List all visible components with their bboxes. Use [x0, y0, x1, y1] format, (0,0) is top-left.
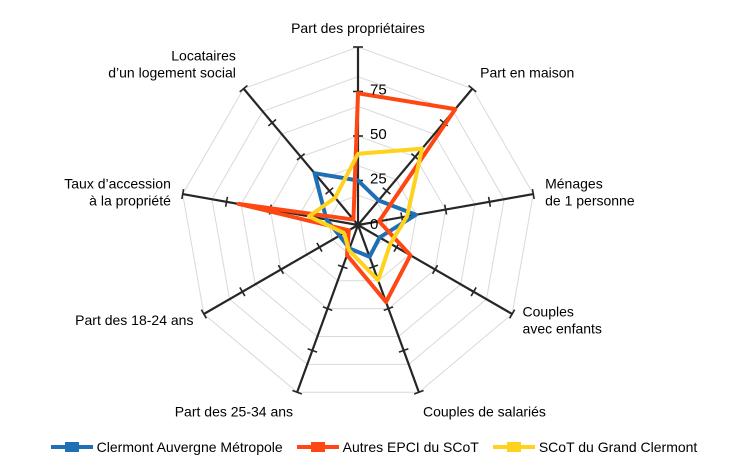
axis-tick	[322, 306, 333, 312]
series-line-0	[312, 171, 418, 259]
axis-tick	[325, 187, 334, 195]
axis-tick	[292, 389, 303, 395]
axis-label: Part en maison	[480, 64, 574, 80]
grid-ring	[182, 46, 534, 393]
grid-ring	[211, 76, 505, 365]
axis-tick	[239, 84, 248, 93]
radar-tick-labels: 0 25 50 75	[370, 82, 387, 234]
axis-tick	[224, 196, 229, 207]
axis-label: Couples de salariés	[423, 404, 546, 420]
axis-label: Locataires d’un logement social	[108, 47, 236, 80]
legend-label: Clermont Auvergne Métropole	[96, 439, 283, 455]
series-line-2	[306, 146, 425, 283]
axis-tick	[398, 347, 409, 353]
axis-tick	[443, 204, 448, 215]
legend-swatch	[296, 440, 339, 454]
axis-tick	[470, 287, 477, 297]
axis-label: Ménages de 1 personne	[545, 176, 635, 209]
radar-axis-labels: Part des propriétaires Part en maison Ména…	[64, 20, 635, 420]
axis-label: Part des 25-34 ans	[175, 404, 293, 420]
tick-label: 75	[370, 82, 387, 99]
axis-tick	[382, 187, 391, 195]
legend-swatch	[492, 440, 535, 454]
axis-tick	[181, 189, 185, 200]
tick-label: 50	[370, 126, 387, 143]
grid-ring	[299, 165, 417, 282]
axis-tick	[296, 152, 306, 161]
legend-swatch	[50, 440, 93, 454]
radar-grid	[182, 46, 534, 393]
axis-label: Part des 18-24 ans	[75, 312, 193, 328]
legend-label: Autres EPCI du SCoT	[342, 439, 479, 455]
axis-tick	[487, 196, 492, 207]
radar-chart: 0 25 50 75 Part des propriétaires Part en ma…	[64, 20, 635, 420]
axis-tick	[267, 118, 277, 127]
tick-label: 25	[370, 171, 387, 188]
series-line-1	[236, 91, 458, 304]
axis-label: Couples avec enfants	[523, 304, 602, 337]
legend-item-2: SCoT du Grand Clermont	[492, 439, 698, 455]
axis-tick	[431, 264, 439, 275]
axis-tick	[368, 264, 379, 270]
axis-tick	[200, 309, 208, 319]
axis-tick	[239, 287, 246, 297]
axis-tick	[508, 309, 516, 319]
chart-legend: Clermont Auvergne Métropole Autres EPCI d…	[0, 436, 748, 458]
grid-ring	[240, 105, 476, 338]
axis-tick	[337, 264, 348, 270]
legend-item-1: Autres EPCI du SCoT	[296, 439, 479, 455]
axis-tick	[383, 306, 394, 312]
legend-label: SCoT du Grand Clermont	[538, 439, 698, 455]
grid-ring	[269, 135, 447, 310]
axis-tick	[277, 264, 285, 275]
axis-tick	[413, 389, 424, 395]
legend-item-0: Clermont Auvergne Métropole	[50, 439, 283, 455]
tick-label: 0	[370, 216, 378, 233]
axis-tick	[316, 242, 323, 252]
axis-tick	[531, 189, 535, 200]
axis-label: Part des propriétaires	[291, 20, 425, 36]
radar-series	[236, 91, 458, 304]
axis-tick	[307, 347, 318, 353]
axis-label: Taux d’accession à la propriété	[64, 176, 171, 209]
axis-tick	[468, 84, 477, 93]
